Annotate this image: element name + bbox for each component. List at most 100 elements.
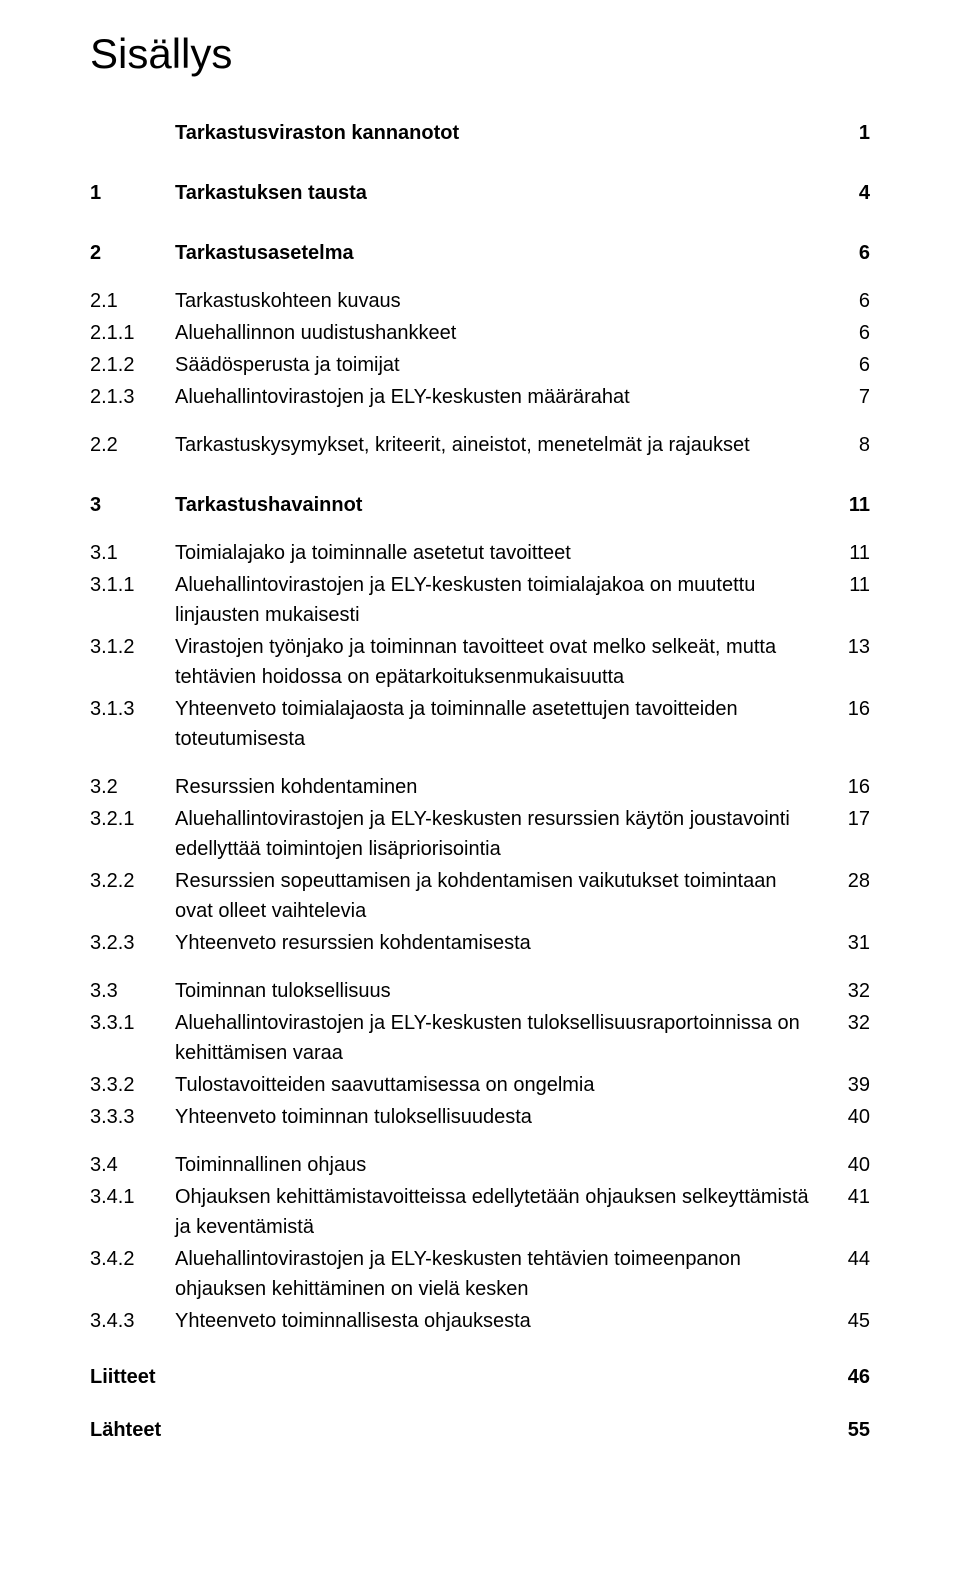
toc-row: 2.1.1Aluehallinnon uudistushankkeet6 (90, 318, 870, 348)
toc-row: 3.4.1Ohjauksen kehittämistavoitteissa ed… (90, 1182, 870, 1242)
toc-row: 3.3.2Tulostavoitteiden saavuttamisessa o… (90, 1070, 870, 1100)
toc-label: Tulostavoitteiden saavuttamisessa on ong… (175, 1070, 830, 1100)
toc-label: Toimialajako ja toiminnalle asetetut tav… (175, 538, 830, 568)
toc-page: 32 (830, 976, 870, 1006)
toc-number: 2.1.2 (90, 350, 175, 380)
toc-page: 16 (830, 694, 870, 724)
toc-page: 45 (830, 1306, 870, 1336)
toc-label: Aluehallintovirastojen ja ELY-keskusten … (175, 570, 830, 630)
toc-row: Tarkastusviraston kannanotot1 (90, 118, 870, 148)
toc-page: 31 (830, 928, 870, 958)
toc-number: 3.1.3 (90, 694, 175, 724)
toc-page: 40 (830, 1102, 870, 1132)
toc-page: 40 (830, 1150, 870, 1180)
toc-row: 3.3.3Yhteenveto toiminnan tuloksellisuud… (90, 1102, 870, 1132)
toc-row: 3.2.3Yhteenveto resurssien kohdentamises… (90, 928, 870, 958)
toc-row: 3Tarkastushavainnot11 (90, 490, 870, 520)
toc-row: 3.4Toiminnallinen ohjaus40 (90, 1150, 870, 1180)
toc-page: 7 (830, 382, 870, 412)
toc-label: Säädösperusta ja toimijat (175, 350, 830, 380)
toc-number: 3.1.1 (90, 570, 175, 600)
toc-row: 3.2.2Resurssien sopeuttamisen ja kohdent… (90, 866, 870, 926)
toc-footer-label: Lähteet (90, 1419, 830, 1442)
toc-page: 32 (830, 1008, 870, 1038)
toc-label: Aluehallintovirastojen ja ELY-keskusten … (175, 1008, 830, 1068)
toc-number: 2 (90, 238, 175, 268)
toc-page: 4 (830, 178, 870, 208)
toc-label: Yhteenveto toiminnan tuloksellisuudesta (175, 1102, 830, 1132)
toc-label: Ohjauksen kehittämistavoitteissa edellyt… (175, 1182, 830, 1242)
toc-label: Tarkastusasetelma (175, 238, 830, 268)
toc-page: 8 (830, 430, 870, 460)
toc-row: 3.2.1Aluehallintovirastojen ja ELY-kesku… (90, 804, 870, 864)
toc-number: 3 (90, 490, 175, 520)
toc-row: 3.3.1Aluehallintovirastojen ja ELY-kesku… (90, 1008, 870, 1068)
toc-page: 16 (830, 772, 870, 802)
toc-row: 2.2Tarkastuskysymykset, kriteerit, ainei… (90, 430, 870, 460)
toc-label: Aluehallintovirastojen ja ELY-keskusten … (175, 382, 830, 412)
toc-number: 1 (90, 178, 175, 208)
toc-label: Resurssien sopeuttamisen ja kohdentamise… (175, 866, 830, 926)
toc-page: 6 (830, 286, 870, 316)
toc-number: 3.3.1 (90, 1008, 175, 1038)
toc-row: 2Tarkastusasetelma6 (90, 238, 870, 268)
toc-footer-label: Liitteet (90, 1366, 830, 1389)
toc-page: 17 (830, 804, 870, 834)
toc-number: 3.4.3 (90, 1306, 175, 1336)
toc-page: 11 (830, 490, 870, 520)
toc-row: 2.1Tarkastuskohteen kuvaus6 (90, 286, 870, 316)
toc-label: Tarkastuskohteen kuvaus (175, 286, 830, 316)
toc-page: 6 (830, 238, 870, 268)
toc-label: Tarkastuskysymykset, kriteerit, aineisto… (175, 430, 830, 460)
toc-number: 2.1 (90, 286, 175, 316)
toc-page: 6 (830, 318, 870, 348)
toc-row: 3.4.3Yhteenveto toiminnallisesta ohjauks… (90, 1306, 870, 1336)
toc-row: 2.1.3Aluehallintovirastojen ja ELY-kesku… (90, 382, 870, 412)
toc-label: Yhteenveto toimialajaosta ja toiminnalle… (175, 694, 830, 754)
toc-number: 3.4.1 (90, 1182, 175, 1212)
toc-row: 3.2Resurssien kohdentaminen16 (90, 772, 870, 802)
toc-row: 3.1.3Yhteenveto toimialajaosta ja toimin… (90, 694, 870, 754)
toc-footer-page: 46 (830, 1366, 870, 1389)
toc-number: 3.3.2 (90, 1070, 175, 1100)
toc-footer-page: 55 (830, 1419, 870, 1442)
toc-number: 3.3.3 (90, 1102, 175, 1132)
toc-page: 28 (830, 866, 870, 896)
toc-label: Resurssien kohdentaminen (175, 772, 830, 802)
toc-row: 3.1Toimialajako ja toiminnalle asetetut … (90, 538, 870, 568)
toc-number: 3.2.2 (90, 866, 175, 896)
toc-number: 3.4 (90, 1150, 175, 1180)
toc-page: 44 (830, 1244, 870, 1274)
toc-body: Tarkastusviraston kannanotot11Tarkastuks… (90, 118, 870, 1336)
toc-number: 3.1.2 (90, 632, 175, 662)
toc-page: 13 (830, 632, 870, 662)
toc-number: 2.1.3 (90, 382, 175, 412)
toc-row: 3.4.2Aluehallintovirastojen ja ELY-kesku… (90, 1244, 870, 1304)
toc-number: 3.3 (90, 976, 175, 1006)
toc-number: 3.4.2 (90, 1244, 175, 1274)
toc-label: Virastojen työnjako ja toiminnan tavoitt… (175, 632, 830, 692)
toc-label: Aluehallinnon uudistushankkeet (175, 318, 830, 348)
toc-label: Aluehallintovirastojen ja ELY-keskusten … (175, 804, 830, 864)
toc-page: 11 (830, 538, 870, 568)
toc-page: 11 (830, 570, 870, 600)
toc-number: 2.2 (90, 430, 175, 460)
toc-number: 2.1.1 (90, 318, 175, 348)
toc-label: Tarkastusviraston kannanotot (175, 118, 830, 148)
toc-footer-row: Liitteet46 (90, 1366, 870, 1389)
toc-label: Toiminnan tuloksellisuus (175, 976, 830, 1006)
toc-page: 6 (830, 350, 870, 380)
toc-label: Toiminnallinen ohjaus (175, 1150, 830, 1180)
toc-page: 39 (830, 1070, 870, 1100)
toc-number: 3.2.3 (90, 928, 175, 958)
toc-label: Tarkastushavainnot (175, 490, 830, 520)
toc-row: 3.3Toiminnan tuloksellisuus32 (90, 976, 870, 1006)
toc-label: Aluehallintovirastojen ja ELY-keskusten … (175, 1244, 830, 1304)
toc-row: 2.1.2Säädösperusta ja toimijat6 (90, 350, 870, 380)
toc-row: 3.1.2Virastojen työnjako ja toiminnan ta… (90, 632, 870, 692)
toc-footer-row: Lähteet55 (90, 1419, 870, 1442)
toc-title: Sisällys (90, 30, 870, 78)
toc-page: 1 (830, 118, 870, 148)
toc-label: Tarkastuksen tausta (175, 178, 830, 208)
toc-number: 3.2.1 (90, 804, 175, 834)
